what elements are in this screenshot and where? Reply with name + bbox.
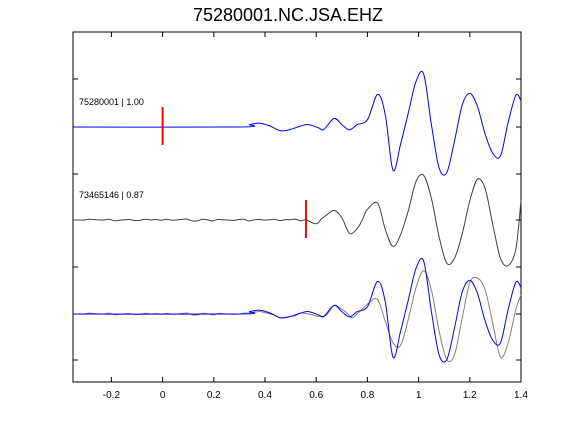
x-tick-label: 1.4 bbox=[514, 390, 528, 401]
plot-frame bbox=[72, 31, 522, 383]
x-tick-label: 0 bbox=[160, 390, 166, 401]
traces: 75280001 | 1.00 73465146 | 0.87 bbox=[72, 70, 522, 363]
x-axis: -0.2 0 0.2 0.4 0.6 0.8 1 1.2 1.4 bbox=[103, 32, 528, 401]
x-tick-label: 1.2 bbox=[463, 390, 477, 401]
trace-main bbox=[72, 70, 522, 176]
trace-neighbor bbox=[73, 173, 522, 267]
trace-label: 75280001 | 1.00 bbox=[79, 97, 144, 107]
chart-title: 75280001.NC.JSA.EHZ bbox=[192, 5, 384, 25]
x-tick-label: 1 bbox=[416, 390, 422, 401]
x-tick-label: -0.2 bbox=[103, 390, 121, 401]
x-tick-label: 0.2 bbox=[207, 390, 221, 401]
x-tick-label: 0.6 bbox=[309, 390, 323, 401]
x-tick-label: 0.8 bbox=[360, 390, 374, 401]
x-tick-label: 0.4 bbox=[258, 390, 272, 401]
trace-main bbox=[72, 257, 522, 363]
trace-label: 73465146 | 0.87 bbox=[79, 190, 144, 200]
